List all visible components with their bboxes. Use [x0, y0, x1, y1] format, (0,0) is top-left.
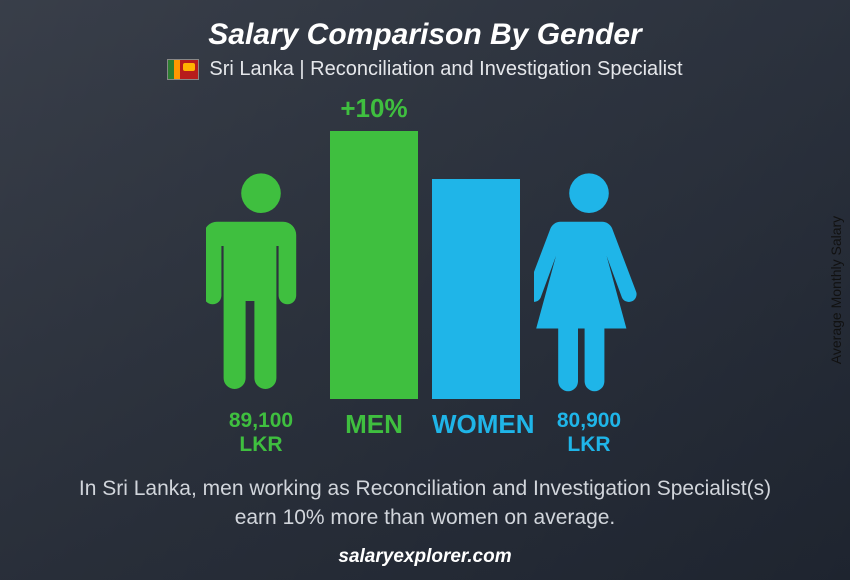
- women-bar-col: [432, 141, 520, 399]
- page-title: Salary Comparison By Gender: [208, 18, 641, 52]
- footer-source: salaryexplorer.com: [338, 546, 511, 568]
- chart-area: +10%: [105, 91, 745, 399]
- caption-text: In Sri Lanka, men working as Reconciliat…: [55, 475, 795, 532]
- pct-diff-label: +10%: [340, 93, 407, 125]
- subtitle-text: Sri Lanka | Reconciliation and Investiga…: [209, 58, 682, 81]
- men-bar-col: +10%: [330, 93, 418, 399]
- sri-lanka-flag-icon: [167, 59, 199, 80]
- women-gender-label: WOMEN: [432, 409, 520, 457]
- male-icon: [206, 159, 316, 399]
- y-axis-label: Average Monthly Salary: [828, 216, 844, 364]
- men-bar: [330, 131, 418, 399]
- infographic-container: Salary Comparison By Gender Sri Lanka | …: [0, 0, 850, 580]
- men-gender-label: MEN: [330, 409, 418, 457]
- women-figure: [534, 121, 644, 399]
- men-salary-label: 89,100 LKR: [206, 409, 316, 457]
- women-salary-label: 80,900 LKR: [534, 409, 644, 457]
- subtitle-row: Sri Lanka | Reconciliation and Investiga…: [167, 58, 682, 81]
- women-bar: [432, 179, 520, 399]
- female-icon: [534, 159, 644, 399]
- side-label-wrap: Average Monthly Salary: [822, 0, 850, 580]
- bottom-labels: 89,100 LKR MEN WOMEN 80,900 LKR: [105, 409, 745, 457]
- men-figure: [206, 121, 316, 399]
